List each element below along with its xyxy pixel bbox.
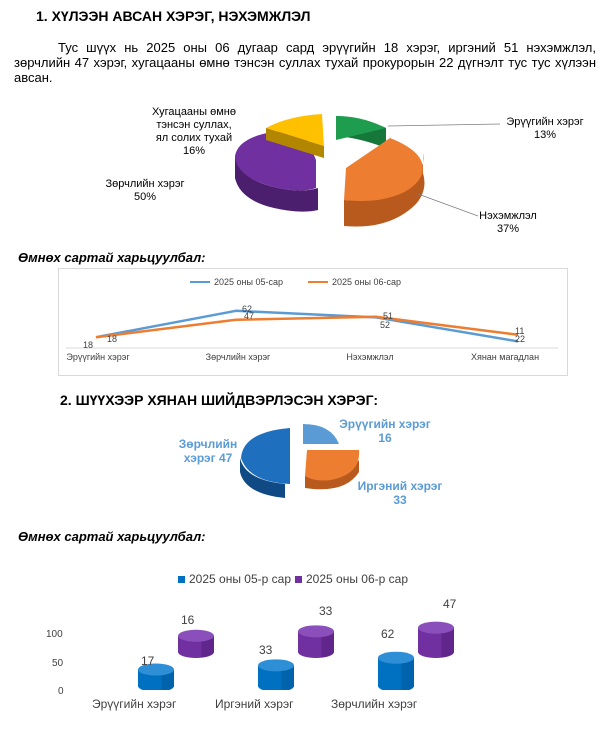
pie2-blue-side [240,458,285,498]
pie2-orange-side [305,460,359,490]
pie1-slice-khugatsaa [266,114,324,146]
bar-1-1 [298,625,334,658]
line-x-tick: Хянан магадлан [470,352,540,362]
line-label-05: 51 [383,311,394,321]
bar-0-2 [378,651,414,690]
bar-legend-swatch-06 [295,575,302,583]
line-series-1 [95,315,519,339]
line-chart-frame [58,268,568,376]
bar-label-05: 33 [259,643,273,657]
pie2-label-zorchil: Зөрчлийн хэрэг 47 [178,437,238,465]
bar-y-tick: 100 [46,629,63,640]
line-label-06: 47 [244,311,255,321]
section1-compare-title: Өмнөх сартай харьцуулбал: [18,250,206,265]
bar-1-2 [418,621,454,658]
line-series-0 [95,309,519,343]
section1-paragraph: Тус шүүх нь 2025 оны 06 дугаар сард эрүү… [14,40,596,85]
bar-x-tick: Иргэний хэрэг [215,697,294,711]
line-x-tick: Зөрчлийн хэрэг [205,352,271,362]
line-x-tick: Нэхэмжлэл [346,352,394,362]
pie1-label-khugatsaa: Хугацааны өмнө тэнсэн суллах, ял солих т… [152,106,236,157]
bar-legend-swatch-05 [178,575,185,583]
pie2-slice-eruugiin [303,424,339,444]
bar-0-1 [258,659,294,690]
pie1-slice-nekhemjlel [344,138,423,201]
bar-legend-06: 2025 оны 06-р сар [295,572,408,586]
line-x-tick: Эрүүгийн хэрэг [66,352,130,362]
line-label-06: 18 [107,334,118,344]
pie-chart-decided [240,424,360,498]
pie1-label-nekhemjlel: Нэхэмжлэл 37% [479,210,537,235]
pie1-label-zorchil: Зөрчлийн хэрэг 50% [105,178,185,203]
bar-legend-05: 2025 оны 05-р сар [178,572,291,586]
line-label-05: 11 [515,326,525,336]
bar-label-05: 62 [381,627,395,641]
section2-compare-title: Өмнөх сартай харьцуулбал: [18,529,206,544]
section1-heading: 1. ХҮЛЭЭН АВСАН ХЭРЭГ, НЭХЭМЖЛЭЛ [36,8,311,24]
bar-label-06: 47 [443,597,457,611]
pie1-slice-eruugiin [336,116,386,140]
bar-x-tick: Эрүүгийн хэрэг [92,697,177,711]
pie-chart-received [235,114,425,227]
bar-label-06: 16 [181,613,195,627]
bar-label-06: 33 [319,604,333,618]
bar-y-tick: 0 [58,686,64,697]
bar-y-tick: 50 [52,658,64,669]
legend-swatch-06 [308,281,328,283]
line-legend-05: 2025 оны 05-сар [190,277,283,287]
pie1-label-eruugiin: Эрүүгийн хэрэг 13% [506,116,584,141]
pie2-slice-zorchil [241,428,290,484]
pie2-slice-irgenii [305,450,360,481]
line-label-06: 52 [380,320,391,330]
pie1-orange-side [344,153,425,227]
line-label-05: 18 [83,340,94,350]
line-chart [66,309,558,349]
line-label-06: 22 [515,334,526,344]
bar-0-0 [138,663,174,690]
pie2-label-irgenii: Иргэний хэрэг 33 [357,479,443,507]
bar-1-0 [178,629,214,658]
bar-x-tick: Зөрчлийн хэрэг [331,697,418,711]
bar-chart [138,621,454,690]
section2-heading: 2. ШҮҮХЭЭР ХЯНАН ШИЙДВЭРЛЭСЭН ХЭРЭГ: [60,392,378,408]
pie1-leader-lines [387,123,501,217]
line-label-05: 62 [242,304,253,314]
pie2-label-eruugiin: Эрүүгийн хэрэг 16 [339,417,431,445]
bar-label-05: 17 [141,654,155,668]
legend-swatch-05 [190,281,210,283]
line-legend-06: 2025 оны 06-сар [308,277,401,287]
pie1-purple-side [235,156,318,212]
